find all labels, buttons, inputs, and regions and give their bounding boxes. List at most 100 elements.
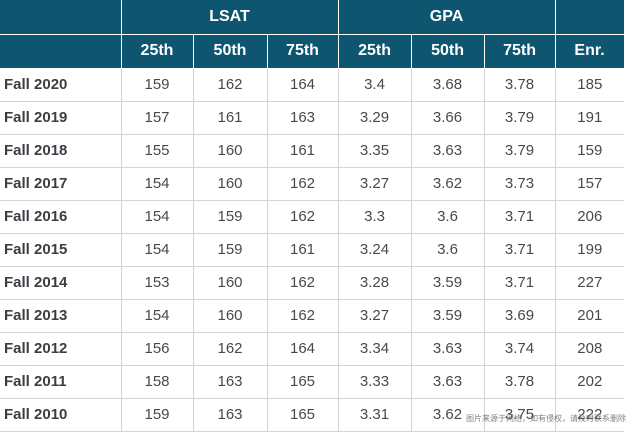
watermark-text: 图片来源于网络，如有侵权，请及时联系删除: [466, 414, 626, 423]
lsat-25th-cell: 154: [121, 200, 194, 234]
lsat-25th-cell: 159: [121, 68, 194, 102]
gpa-25th-cell: 3.27: [338, 299, 412, 333]
table-row: Fall 2020 159 162 164 3.4 3.68 3.78 185: [0, 68, 625, 102]
lsat-50th-cell: 163: [193, 365, 268, 399]
row-year-cell: Fall 2016: [0, 200, 122, 234]
lsat-50th-cell: 162: [193, 68, 268, 102]
enrollment-cell: 157: [555, 167, 625, 201]
lsat-75th-cell: 165: [267, 398, 339, 432]
lsat-25th-cell: 153: [121, 266, 194, 300]
table-row: Fall 2010 159 163 165 3.31 3.62 3.75 222: [0, 398, 625, 432]
header-group-gpa: GPA: [338, 0, 556, 35]
lsat-50th-cell: 160: [193, 266, 268, 300]
enrollment-cell: 222: [555, 398, 625, 432]
header-sub-row: 25th 50th 75th 25th 50th 75th Enr.: [0, 34, 625, 69]
gpa-75th-cell: 3.71: [484, 266, 556, 300]
lsat-25th-cell: 156: [121, 332, 194, 366]
gpa-75th-cell: 3.74: [484, 332, 556, 366]
table-body: Fall 2020 159 162 164 3.4 3.68 3.78 185 Fall 201…: [0, 68, 625, 432]
enrollment-cell: 208: [555, 332, 625, 366]
gpa-50th-cell: 3.63: [411, 365, 485, 399]
gpa-75th-cell: 3.79: [484, 134, 556, 168]
gpa-25th-cell: 3.29: [338, 101, 412, 135]
row-year-cell: Fall 2020: [0, 68, 122, 102]
enrollment-cell: 227: [555, 266, 625, 300]
header-group-lsat: LSAT: [121, 0, 339, 35]
table-row: Fall 2015 154 159 161 3.24 3.6 3.71 199: [0, 233, 625, 267]
subheader-enrollment: Enr.: [555, 34, 625, 69]
row-year-cell: Fall 2012: [0, 332, 122, 366]
gpa-50th-cell: 3.6: [411, 233, 485, 267]
subheader-gpa-25th: 25th: [338, 34, 412, 69]
gpa-50th-cell: 3.63: [411, 332, 485, 366]
gpa-25th-cell: 3.3: [338, 200, 412, 234]
lsat-75th-cell: 164: [267, 332, 339, 366]
row-year-cell: Fall 2010: [0, 398, 122, 432]
gpa-50th-cell: 3.6: [411, 200, 485, 234]
lsat-75th-cell: 162: [267, 167, 339, 201]
lsat-25th-cell: 154: [121, 299, 194, 333]
subheader-gpa-50th: 50th: [411, 34, 485, 69]
gpa-50th-cell: 3.68: [411, 68, 485, 102]
header-corner-cell: [0, 0, 122, 35]
gpa-50th-cell: 3.63: [411, 134, 485, 168]
lsat-75th-cell: 161: [267, 134, 339, 168]
gpa-50th-cell: 3.66: [411, 101, 485, 135]
lsat-50th-cell: 160: [193, 167, 268, 201]
lsat-50th-cell: 161: [193, 101, 268, 135]
subheader-gpa-75th: 75th: [484, 34, 556, 69]
lsat-75th-cell: 161: [267, 233, 339, 267]
row-year-cell: Fall 2015: [0, 233, 122, 267]
lsat-50th-cell: 159: [193, 233, 268, 267]
gpa-75th-cell: 3.69: [484, 299, 556, 333]
header-group-row: LSAT GPA: [0, 0, 625, 35]
row-year-cell: Fall 2014: [0, 266, 122, 300]
enrollment-cell: 206: [555, 200, 625, 234]
gpa-75th-cell: 3.71: [484, 200, 556, 234]
lsat-50th-cell: 160: [193, 134, 268, 168]
gpa-25th-cell: 3.4: [338, 68, 412, 102]
lsat-50th-cell: 162: [193, 332, 268, 366]
enrollment-cell: 201: [555, 299, 625, 333]
table-row: Fall 2014 153 160 162 3.28 3.59 3.71 227: [0, 266, 625, 300]
row-year-cell: Fall 2017: [0, 167, 122, 201]
gpa-25th-cell: 3.33: [338, 365, 412, 399]
lsat-25th-cell: 155: [121, 134, 194, 168]
gpa-75th-cell: 3.79: [484, 101, 556, 135]
row-year-cell: Fall 2013: [0, 299, 122, 333]
enrollment-cell: 159: [555, 134, 625, 168]
gpa-25th-cell: 3.27: [338, 167, 412, 201]
gpa-75th-cell: 3.78: [484, 68, 556, 102]
enrollment-cell: 191: [555, 101, 625, 135]
table-row: Fall 2017 154 160 162 3.27 3.62 3.73 157: [0, 167, 625, 201]
lsat-25th-cell: 154: [121, 233, 194, 267]
table-row: Fall 2016 154 159 162 3.3 3.6 3.71 206: [0, 200, 625, 234]
table-row: Fall 2019 157 161 163 3.29 3.66 3.79 191: [0, 101, 625, 135]
header-group-enr-spacer: [555, 0, 625, 35]
lsat-50th-cell: 163: [193, 398, 268, 432]
table-row: Fall 2018 155 160 161 3.35 3.63 3.79 159: [0, 134, 625, 168]
subheader-lsat-75th: 75th: [267, 34, 339, 69]
lsat-50th-cell: 159: [193, 200, 268, 234]
lsat-25th-cell: 154: [121, 167, 194, 201]
row-year-cell: Fall 2011: [0, 365, 122, 399]
lsat-50th-cell: 160: [193, 299, 268, 333]
gpa-25th-cell: 3.24: [338, 233, 412, 267]
lsat-75th-cell: 162: [267, 266, 339, 300]
gpa-25th-cell: 3.35: [338, 134, 412, 168]
lsat-25th-cell: 157: [121, 101, 194, 135]
enrollment-cell: 202: [555, 365, 625, 399]
table-row: Fall 2013 154 160 162 3.27 3.59 3.69 201: [0, 299, 625, 333]
gpa-25th-cell: 3.28: [338, 266, 412, 300]
gpa-75th-cell: 3.78: [484, 365, 556, 399]
row-year-cell: Fall 2019: [0, 101, 122, 135]
lsat-75th-cell: 162: [267, 299, 339, 333]
subheader-year: [0, 34, 122, 69]
lsat-75th-cell: 164: [267, 68, 339, 102]
lsat-75th-cell: 165: [267, 365, 339, 399]
subheader-lsat-25th: 25th: [121, 34, 194, 69]
lsat-75th-cell: 163: [267, 101, 339, 135]
enrollment-cell: 199: [555, 233, 625, 267]
